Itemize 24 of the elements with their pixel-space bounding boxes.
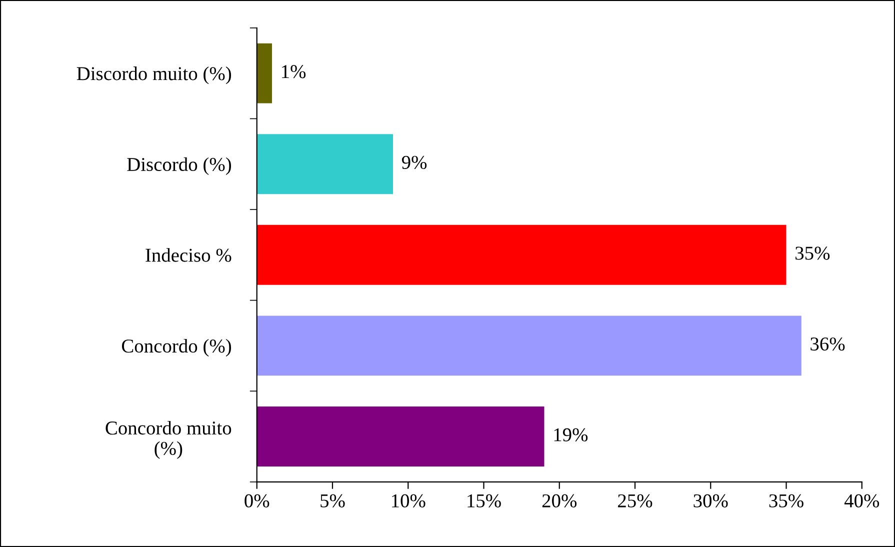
data-label: 9% [402,156,427,170]
y-tick-label: Discordo muito (%) [76,66,232,84]
y-tick-label: Concordo (%) [122,338,232,357]
x-tick-label: 0% [244,494,270,508]
y-tick-label: Discordo (%) [127,157,232,175]
x-tick-label: 10% [392,494,426,508]
bar [256,134,393,194]
bar [256,316,802,376]
x-tick-label: 15% [468,494,501,508]
x-tick-label: 5% [320,494,345,508]
bar [256,224,786,285]
x-tick-label: 35% [769,494,804,508]
y-tick-label: Indeciso % [146,248,232,262]
bar [256,406,544,466]
data-label: 35% [796,246,830,260]
x-tick-label: 30% [694,494,728,508]
bar [256,43,272,104]
x-tick-label: 25% [618,494,652,508]
x-tick-label: 40% [844,494,880,508]
y-tick-label: Concordo muito (%) [106,420,232,459]
data-label: 19% [554,428,588,442]
x-tick-label: 20% [542,494,577,508]
data-label: 1% [282,65,306,78]
data-label: 36% [810,337,845,351]
